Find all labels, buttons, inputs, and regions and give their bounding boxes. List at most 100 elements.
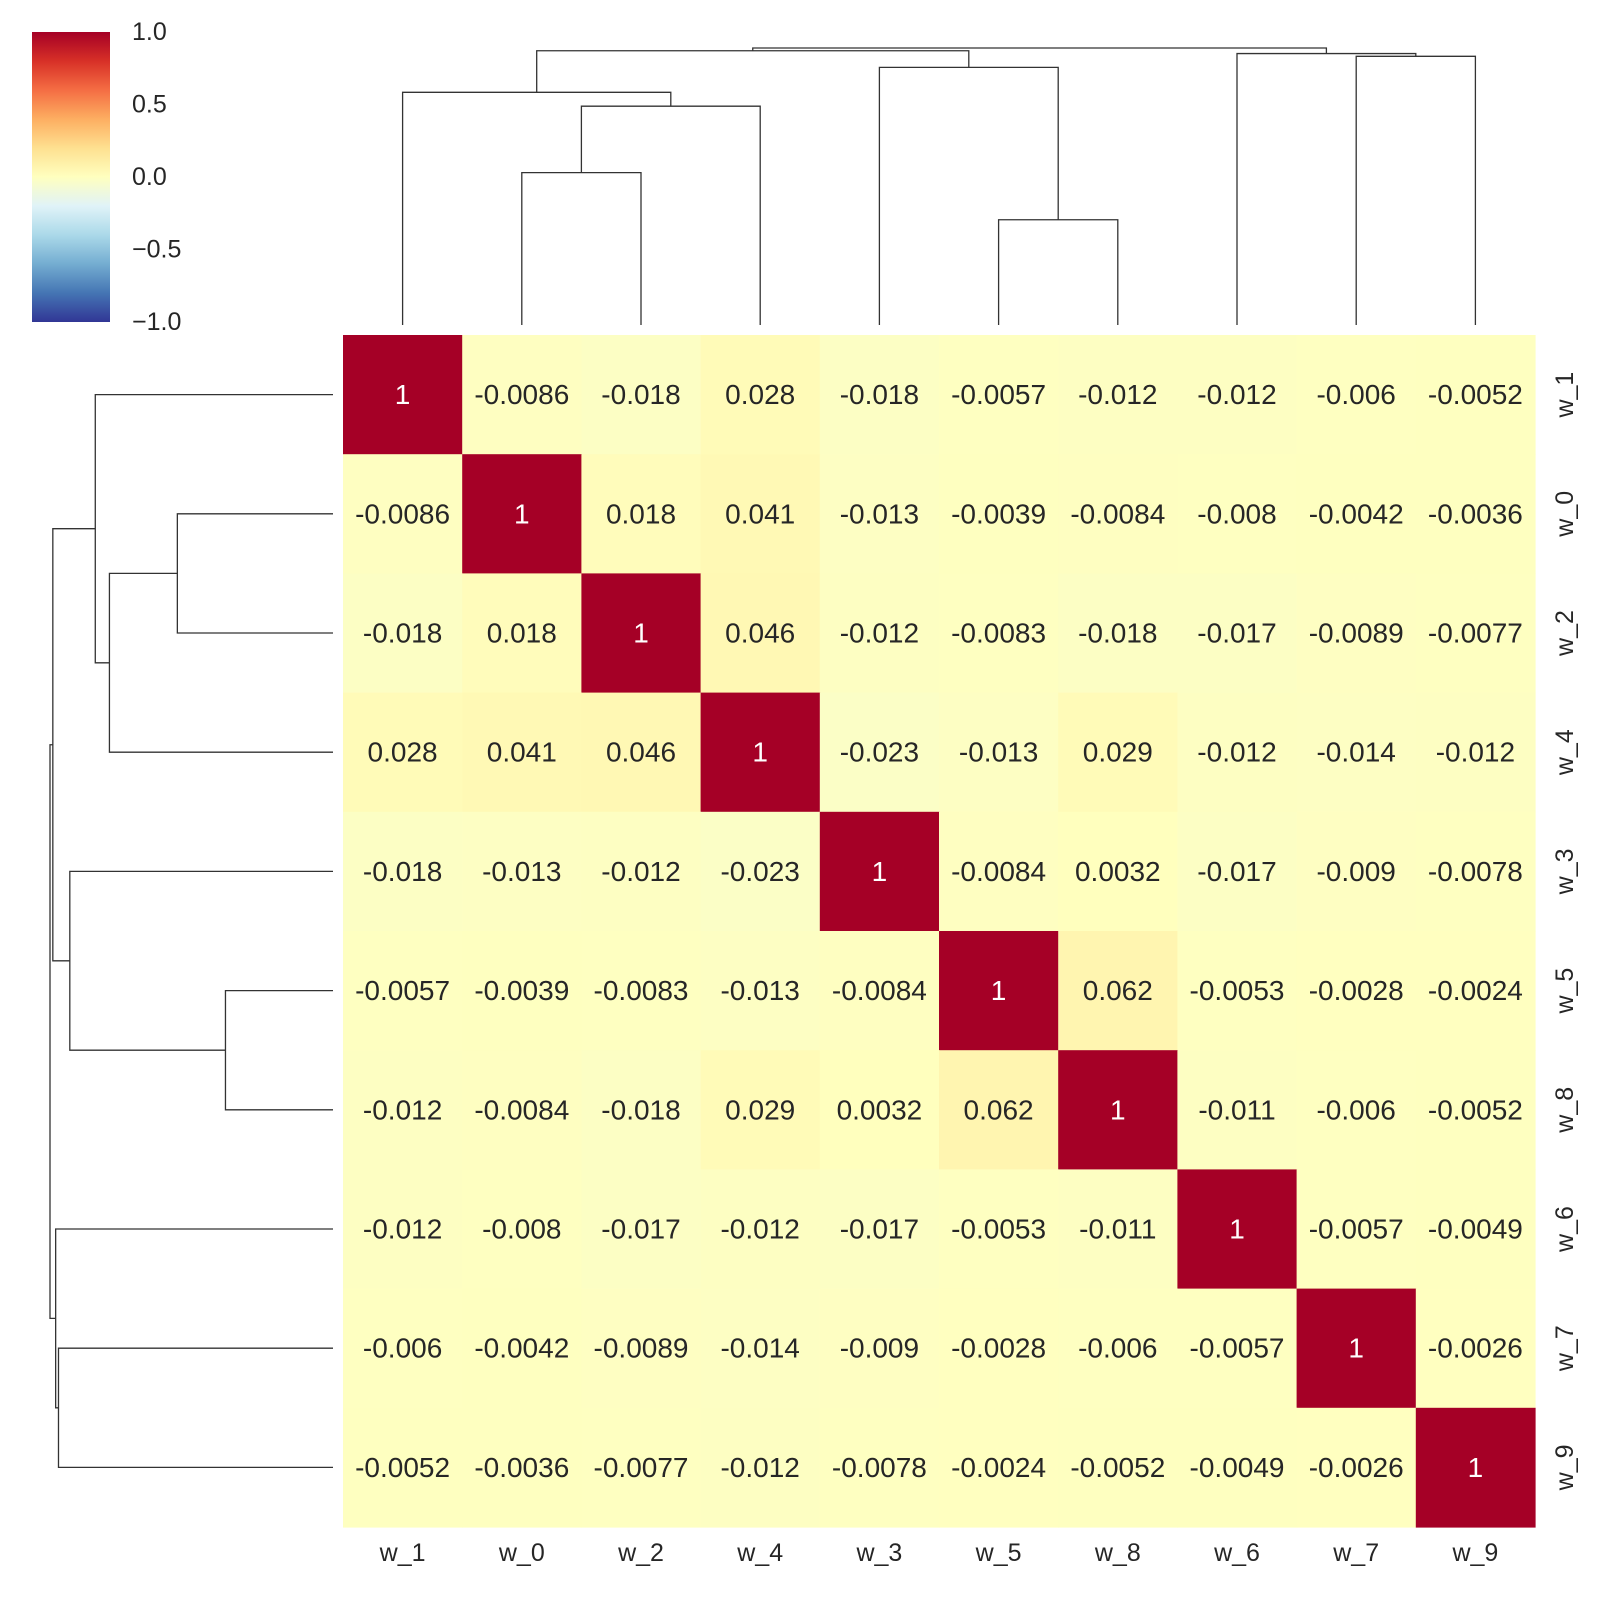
heatmap-cell: [1177, 931, 1298, 1051]
heatmap-cell: [1058, 1169, 1178, 1290]
heatmap-cell: [819, 573, 940, 694]
heatmap-cell: [343, 692, 463, 813]
cell-value-label: -0.012: [720, 1452, 799, 1483]
cell-value-label: -0.018: [363, 618, 442, 649]
cell-value-label: -0.0084: [474, 1094, 569, 1125]
heatmap-cell: [343, 1169, 463, 1290]
heatmap-cell: [1415, 335, 1536, 455]
heatmap-cell: [1415, 573, 1536, 694]
cell-value-label: 1: [1348, 1333, 1364, 1364]
heatmap-cell: [581, 454, 702, 574]
cell-value-label: -0.013: [720, 975, 799, 1006]
cell-value-label: -0.0036: [474, 1452, 569, 1483]
cell-value-label: 1: [1110, 1094, 1126, 1125]
y-tick-label: w_0: [1551, 491, 1579, 538]
heatmap-cell: [939, 692, 1059, 813]
cell-value-label: -0.012: [1078, 379, 1157, 410]
heatmap-cell: [1415, 1407, 1536, 1528]
heatmap-cell: [1296, 1288, 1417, 1409]
cell-value-label: 1: [514, 498, 530, 529]
heatmap-cell: [700, 811, 821, 932]
heatmap-cell: [1058, 454, 1178, 574]
heatmap-cell: [343, 1050, 463, 1170]
heatmap-cell: [1177, 1288, 1298, 1409]
cell-value-label: 1: [752, 737, 768, 768]
cell-value-label: -0.0086: [474, 379, 569, 410]
cell-value-label: -0.011: [1198, 1094, 1275, 1125]
heatmap-cell: [462, 1288, 582, 1409]
heatmap-cell: [819, 1050, 940, 1170]
cell-value-label: -0.008: [482, 1214, 561, 1245]
colorbar-tick-label: 0.0: [132, 163, 167, 191]
x-tick-label: w_4: [736, 1539, 783, 1567]
cell-value-label: -0.0052: [1070, 1452, 1165, 1483]
heatmap-cell: [581, 1288, 702, 1409]
cell-value-label: -0.013: [840, 498, 919, 529]
heatmap-cell: [819, 335, 940, 455]
y-tick-label: w_1: [1551, 372, 1579, 419]
heatmap-cells: [343, 335, 1536, 1528]
heatmap-cell: [462, 692, 582, 813]
heatmap-cell: [581, 931, 702, 1051]
cell-value-label: -0.0083: [951, 618, 1046, 649]
cell-value-label: -0.012: [1436, 737, 1515, 768]
cell-value-label: -0.0084: [1070, 498, 1165, 529]
heatmap-cell: [581, 1169, 702, 1290]
cell-value-label: -0.018: [601, 379, 680, 410]
heatmap-cell: [819, 1288, 940, 1409]
heatmap-cell: [1177, 1050, 1298, 1170]
x-tick-label: w_6: [1213, 1539, 1260, 1567]
cell-value-label: -0.0039: [474, 975, 569, 1006]
heatmap-cell: [700, 454, 821, 574]
row-dendrogram: [49, 393, 333, 1469]
heatmap-cell: [939, 931, 1059, 1051]
dendrogram-link: [536, 50, 970, 93]
colorbar-tick-label: −0.5: [132, 236, 181, 264]
heatmap-cell: [581, 335, 702, 455]
cell-value-label: -0.014: [720, 1333, 799, 1364]
heatmap-cell: [819, 1169, 940, 1290]
heatmap-cell: [343, 1407, 463, 1528]
cell-value-label: -0.0028: [951, 1333, 1046, 1364]
cell-value-label: -0.023: [840, 737, 919, 768]
cell-value-label: -0.0078: [1428, 856, 1523, 887]
dendrogram-link: [1355, 55, 1477, 325]
cell-value-label: -0.0057: [1309, 1214, 1404, 1245]
cell-value-label: -0.0053: [951, 1214, 1046, 1245]
heatmap-cell: [581, 811, 702, 932]
heatmap-cell: [1415, 454, 1536, 574]
dendrogram-link: [580, 105, 761, 325]
heatmap-cell: [462, 811, 582, 932]
heatmap-cell: [462, 1050, 582, 1170]
cell-value-label: -0.0078: [832, 1452, 927, 1483]
heatmap-cell: [939, 1050, 1059, 1170]
dendrogram-link: [997, 219, 1119, 325]
heatmap-cell: [462, 1407, 582, 1528]
heatmap-cell: [343, 573, 463, 694]
cell-value-label: -0.012: [1197, 737, 1276, 768]
y-tick-label: w_6: [1551, 1206, 1579, 1253]
cell-value-label: -0.008: [1197, 498, 1276, 529]
heatmap-cell: [1415, 1169, 1536, 1290]
cell-value-label: 1: [991, 975, 1007, 1006]
heatmap-cell: [1177, 692, 1298, 813]
heatmap-cell: [1296, 931, 1417, 1051]
heatmap-cell: [1415, 1050, 1536, 1170]
cell-value-label: -0.0052: [1428, 1094, 1523, 1125]
heatmap-cell: [1177, 1169, 1298, 1290]
cell-value-label: -0.0042: [474, 1333, 569, 1364]
heatmap-cell: [1177, 1407, 1298, 1528]
cell-value-label: -0.0039: [951, 498, 1046, 529]
cell-value-label: -0.012: [840, 618, 919, 649]
heatmap-cell: [819, 811, 940, 932]
heatmap-cell: [939, 573, 1059, 694]
heatmap-cell: [343, 1288, 463, 1409]
cell-value-label: 0.062: [1083, 975, 1153, 1006]
heatmap-cell: [1296, 811, 1417, 932]
heatmap-cell: [581, 573, 702, 694]
heatmap-cell: [1296, 692, 1417, 813]
dendrogram-link: [401, 91, 672, 325]
cell-value-label: 0.046: [606, 737, 676, 768]
x-tick-label: w_5: [975, 1539, 1022, 1567]
